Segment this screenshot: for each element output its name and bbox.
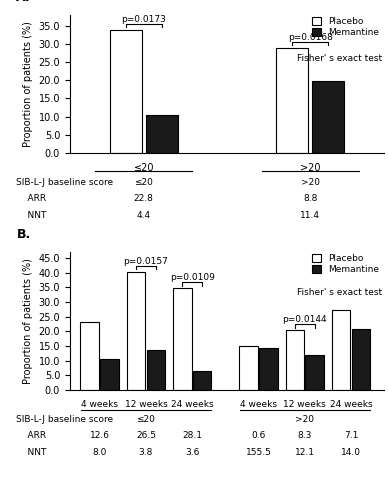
Text: ≤20: ≤20 [137,415,155,424]
Bar [173,288,192,390]
Text: Fisher' s exact test: Fisher' s exact test [298,54,383,62]
Text: 8.3: 8.3 [298,432,312,440]
Text: ARR: ARR [16,194,47,203]
Text: 14.0: 14.0 [341,448,361,457]
Text: Fisher' s exact test: Fisher' s exact test [298,288,383,297]
Text: 0.6: 0.6 [251,432,266,440]
Text: >20: >20 [300,162,320,172]
Bar [127,272,145,390]
Bar [147,350,165,390]
Text: 4 weeks: 4 weeks [240,400,277,408]
Text: p=0.0157: p=0.0157 [123,256,168,266]
Text: NNT: NNT [16,448,47,457]
Text: 155.5: 155.5 [246,448,271,457]
Bar [259,348,277,390]
Bar [146,115,178,153]
Text: >20: >20 [295,415,314,424]
Text: p=0.0144: p=0.0144 [282,315,327,324]
Text: B.: B. [16,228,31,241]
Text: 4.4: 4.4 [137,211,151,220]
Text: ≤20: ≤20 [134,178,153,186]
Text: 12 weeks: 12 weeks [125,400,167,408]
Text: 28.1: 28.1 [182,432,202,440]
Text: ARR: ARR [16,432,47,440]
Text: A.: A. [16,0,31,4]
Text: 3.6: 3.6 [185,448,199,457]
Text: 26.5: 26.5 [136,432,156,440]
Text: 12.6: 12.6 [90,432,110,440]
Text: p=0.0168: p=0.0168 [288,32,333,42]
Text: NNT: NNT [16,211,47,220]
Bar [305,354,324,390]
Text: 12 weeks: 12 weeks [283,400,326,408]
Text: 8.8: 8.8 [303,194,317,203]
Bar [312,80,345,153]
Legend: Placebo, Memantine: Placebo, Memantine [312,254,379,274]
Text: p=0.0173: p=0.0173 [121,14,166,24]
Bar [332,310,350,390]
Text: 24 weeks: 24 weeks [330,400,372,408]
Text: 3.8: 3.8 [139,448,153,457]
Y-axis label: Proportion of patients (%): Proportion of patients (%) [23,21,33,147]
Bar [239,346,258,390]
Text: 24 weeks: 24 weeks [171,400,213,408]
Bar [276,48,308,153]
Text: SIB-L-J baseline score: SIB-L-J baseline score [16,415,114,424]
Bar [286,330,304,390]
Text: SIB-L-J baseline score: SIB-L-J baseline score [16,178,114,186]
Text: 22.8: 22.8 [134,194,154,203]
Bar [80,322,99,390]
Bar [352,330,370,390]
Text: 11.4: 11.4 [300,211,320,220]
Bar [100,358,119,390]
Text: 4 weeks: 4 weeks [81,400,118,408]
Text: 8.0: 8.0 [92,448,107,457]
Bar [109,30,142,153]
Text: 7.1: 7.1 [344,432,358,440]
Text: 12.1: 12.1 [295,448,315,457]
Text: p=0.0109: p=0.0109 [170,273,215,282]
Bar [193,371,211,390]
Text: ≤20: ≤20 [133,162,154,172]
Legend: Placebo, Memantine: Placebo, Memantine [312,17,379,37]
Y-axis label: Proportion of patients (%): Proportion of patients (%) [23,258,33,384]
Text: >20: >20 [301,178,320,186]
